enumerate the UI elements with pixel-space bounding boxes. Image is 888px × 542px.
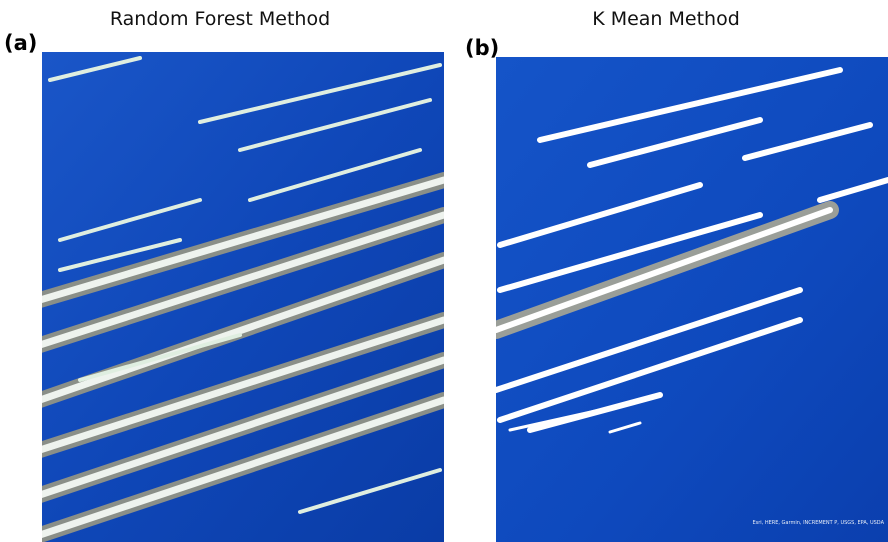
panel-label: (b): [465, 36, 499, 60]
panel-b-image: Esri, HERE, Garmin, INCREMENT P, USGS, E…: [496, 57, 888, 542]
panel-label: (a): [4, 31, 37, 55]
panel-title: Random Forest Method: [110, 8, 330, 30]
panel-title: K Mean Method: [592, 8, 740, 30]
panel-a-image: [42, 52, 444, 542]
attribution: Esri, HERE, Garmin, INCREMENT P, USGS, E…: [752, 520, 884, 526]
